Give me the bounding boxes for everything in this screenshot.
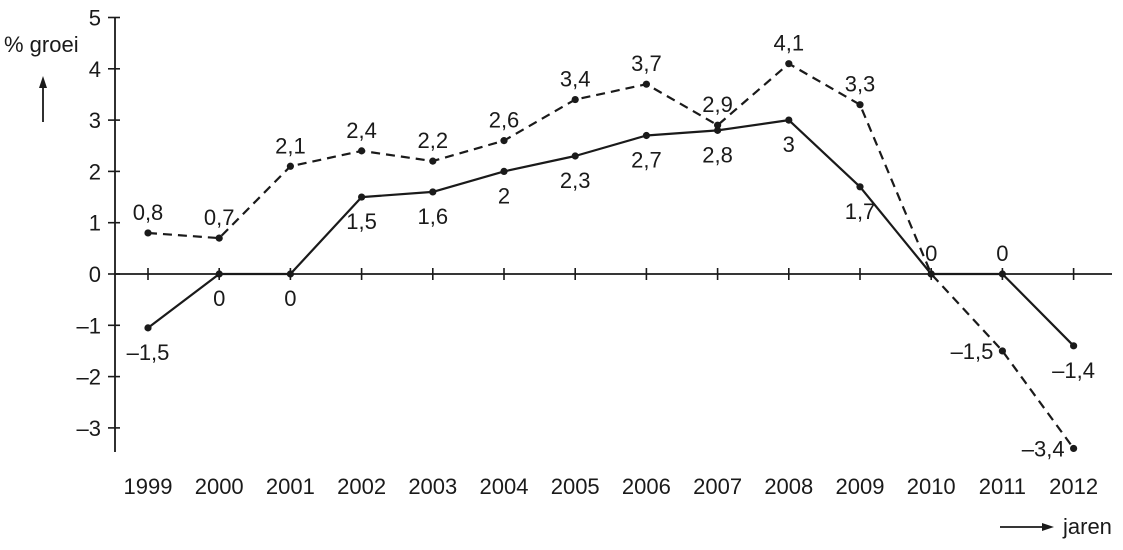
x-tick-label: 2000 (195, 474, 244, 499)
x-axis-arrow-icon (1000, 523, 1054, 531)
data-label: 2,6 (489, 108, 520, 133)
data-point (714, 121, 722, 129)
data-point (500, 137, 508, 145)
data-point (144, 229, 152, 237)
y-tick-label: –3 (77, 416, 101, 441)
data-label: 0 (996, 241, 1008, 266)
data-label: 0,8 (133, 200, 164, 225)
data-label: –1,5 (951, 339, 994, 364)
x-tick-label: 2007 (693, 474, 742, 499)
x-tick-label: 2002 (337, 474, 386, 499)
data-label: 0 (925, 241, 937, 266)
data-label: 1,6 (418, 204, 449, 229)
y-tick-label: 0 (89, 262, 101, 287)
y-tick-label: 1 (89, 211, 101, 236)
data-point (571, 152, 579, 160)
x-tick-label: 2003 (408, 474, 457, 499)
x-tick-label: 2008 (764, 474, 813, 499)
data-label: 2,4 (346, 118, 377, 143)
data-label: 3,4 (560, 67, 591, 92)
data-point (1070, 444, 1078, 453)
data-point (286, 162, 294, 170)
series-line-solid (147, 118, 1075, 347)
y-axis-arrow-icon (39, 76, 47, 122)
data-point (998, 347, 1007, 355)
x-tick-label: 2011 (979, 474, 1026, 499)
x-tick-label: 2004 (480, 474, 529, 499)
data-label: 2 (498, 183, 510, 208)
data-point (144, 324, 152, 332)
data-point (642, 80, 651, 88)
data-label: –1,4 (1052, 358, 1095, 383)
data-point (215, 234, 223, 242)
y-tick-label: 3 (89, 108, 101, 133)
x-tick-label: 2006 (622, 474, 671, 499)
x-tick-label: 2010 (907, 474, 956, 499)
data-label: 3,7 (631, 51, 662, 76)
series-layer (144, 60, 1078, 453)
y-tick-label: 5 (89, 6, 101, 31)
data-labels: 0,8 0,7 2,1 2,4 2,2 2,6 3,4 3,7 2,9 4,1 3,3 0 –1,5 –3… (127, 31, 1095, 462)
data-point (785, 116, 793, 124)
data-label: 3 (783, 132, 795, 157)
data-label: 2,9 (702, 92, 733, 117)
data-label: 1,5 (346, 209, 377, 234)
data-point (1070, 342, 1078, 350)
data-label: 0,7 (204, 205, 235, 230)
x-tick-label: 1999 (124, 474, 173, 499)
data-label: 1,7 (845, 199, 876, 224)
data-point (927, 270, 935, 278)
data-label: 4,1 (774, 31, 805, 56)
y-tick-label: –2 (77, 365, 101, 390)
data-label: 2,7 (631, 147, 662, 172)
data-point (998, 270, 1007, 278)
data-point (358, 147, 366, 155)
x-tick-label: 2012 (1049, 474, 1098, 499)
data-label: 2,1 (275, 133, 306, 158)
y-axis-label: % groei (4, 32, 79, 57)
data-label: 2,8 (702, 142, 733, 167)
data-point (215, 270, 223, 278)
y-tick-label: 2 (89, 159, 101, 184)
data-point (571, 95, 579, 104)
data-point (642, 131, 651, 140)
x-tick-label: 2009 (836, 474, 885, 499)
x-axis-label: jaren (1062, 514, 1112, 539)
data-point (856, 101, 864, 109)
x-tick-label: 2005 (551, 474, 600, 499)
data-label: –3,4 (1022, 436, 1065, 461)
data-point (358, 193, 366, 201)
data-point (714, 126, 722, 134)
data-point (429, 157, 437, 165)
data-label: –1,5 (127, 340, 170, 365)
data-label: 3,3 (845, 72, 876, 97)
data-label: 0 (213, 286, 225, 311)
data-point (785, 60, 793, 68)
data-point (500, 167, 508, 175)
series-line-dashed (147, 62, 1075, 450)
y-tick-label: 4 (89, 57, 101, 82)
y-tick-label: –1 (77, 313, 101, 338)
data-label: 0 (284, 286, 296, 311)
data-point (429, 188, 437, 196)
data-label: 2,3 (560, 168, 591, 193)
data-point (856, 183, 864, 191)
data-point (286, 270, 294, 278)
x-tick-label: 2001 (266, 474, 315, 499)
data-label: 2,2 (418, 128, 449, 153)
